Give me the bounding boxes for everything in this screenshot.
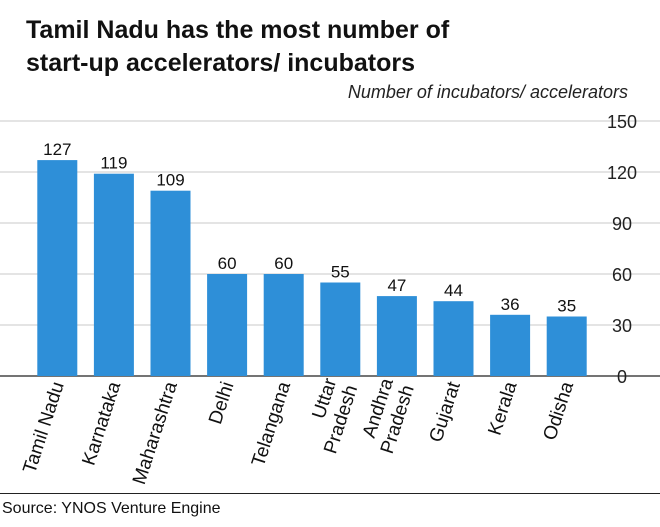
chart-title-line-2: start-up accelerators/ incubators [26,49,416,77]
data-label: 109 [156,171,184,190]
x-tick-label-line: Telangana [248,379,295,469]
bar [490,314,531,376]
data-label: 36 [501,295,520,314]
x-tick-label-line: Odisha [540,379,579,443]
y-tick-label: 150 [607,112,637,132]
bar [320,282,361,376]
x-tick-label: Tamil Nadu [19,379,68,476]
bar [150,190,191,376]
bar [207,274,248,376]
y-tick-label: 120 [607,163,637,183]
x-tick-label-line: Tamil Nadu [19,379,68,476]
bar [376,296,417,376]
y-axis-label: Number of incubators/ accelerators [347,82,628,102]
x-tick-label-line: Maharashtra [129,379,182,487]
data-label: 55 [331,263,350,282]
bar [433,301,474,376]
x-tick-label: Karnataka [79,379,126,468]
data-label: 35 [557,297,576,316]
x-tick-label-line: Gujarat [426,379,465,445]
bar [37,160,78,376]
bar [93,173,134,376]
x-tick-label: Kerala [485,379,522,438]
bar [263,274,304,376]
x-tick-label-line: Delhi [205,379,238,427]
chart-title: Tamil Nadu has the most number of start-… [26,14,646,80]
data-label: 119 [100,154,127,173]
source-note: Source: YNOS Venture Engine [2,500,221,517]
y-tick-label: 60 [612,265,632,285]
bar [546,316,587,376]
y-tick-label: 0 [617,367,627,387]
y-tick-label: 90 [612,214,632,234]
x-tick-label: Delhi [205,379,238,427]
x-tick-label: Gujarat [426,379,465,445]
data-label: 60 [218,254,237,273]
footer-divider [0,493,660,494]
data-label: 127 [43,140,71,159]
data-label: 44 [444,281,463,300]
y-tick-label: 30 [612,316,632,336]
chart-title-line-1: Tamil Nadu has the most number of [26,16,450,44]
x-tick-label: Maharashtra [129,379,182,487]
data-label: 47 [387,276,406,295]
data-label: 60 [274,254,293,273]
x-tick-label-line: Karnataka [79,379,126,468]
x-tick-label: Telangana [248,379,295,469]
x-tick-label-line: Kerala [485,379,522,438]
x-tick-label: Odisha [540,379,579,443]
